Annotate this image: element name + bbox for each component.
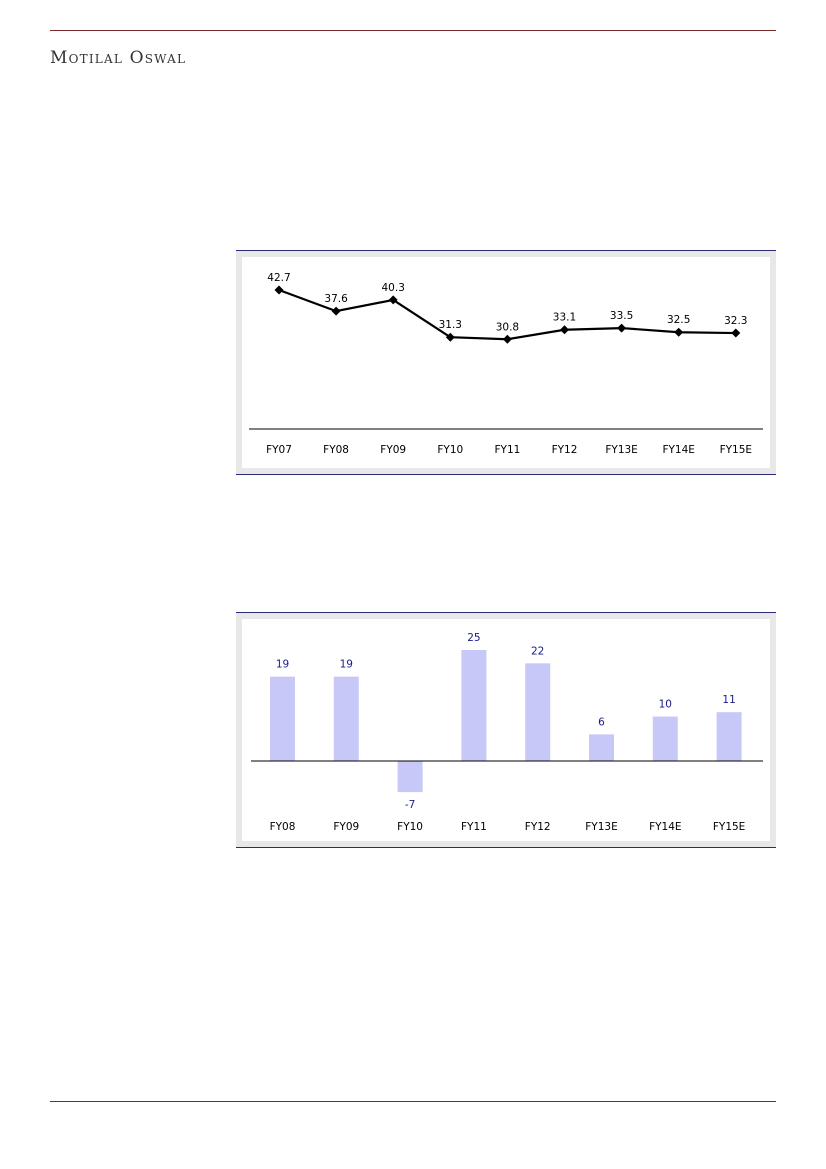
data-point-marker	[502, 334, 512, 344]
data-label: 6	[598, 716, 605, 728]
data-point-marker	[445, 332, 455, 342]
data-label: 31.3	[439, 319, 462, 331]
x-tick-label: FY07	[266, 444, 292, 456]
data-label: 25	[467, 632, 480, 644]
data-point-marker	[331, 306, 341, 316]
bar	[397, 761, 423, 793]
x-tick-label: FY12	[552, 444, 578, 456]
data-label: 19	[340, 659, 353, 671]
x-tick-label: FY15E	[713, 821, 745, 833]
x-tick-label: FY12	[525, 821, 551, 833]
bar-chart: 19 19 -7 25 22 6 10 11 FY08 FY09 FY10 FY11 FY12 FY13E…	[251, 632, 763, 833]
data-point-marker	[560, 325, 569, 335]
x-tick-label: FY09	[380, 444, 406, 456]
data-point-marker	[731, 328, 741, 338]
x-tick-label: FY10	[437, 444, 463, 456]
data-label: 10	[659, 699, 672, 711]
data-label: 30.8	[496, 321, 519, 333]
data-label: 40.3	[382, 282, 405, 294]
bar	[270, 676, 295, 761]
data-point-marker	[617, 323, 627, 333]
line-chart-panel: 42.7 37.6 40.3 31.3 30.8 33.1 33.5 32.5 32.3 FY07…	[236, 250, 776, 475]
data-label: -7	[405, 799, 415, 811]
brand-logo: Motilal Oswal	[50, 48, 187, 68]
bar	[461, 650, 487, 761]
x-tick-label: FY13E	[605, 444, 637, 456]
x-tick-label: FY08	[270, 821, 296, 833]
bar	[652, 716, 678, 761]
data-label: 37.6	[324, 293, 348, 305]
x-tick-label: FY11	[461, 821, 487, 833]
data-label: 11	[722, 694, 735, 706]
data-label: 33.5	[610, 310, 633, 322]
bar-chart-plot-area: 19 19 -7 25 22 6 10 11 FY08 FY09 FY10 FY11 FY12 FY13E…	[242, 619, 770, 841]
data-label: 32.5	[667, 314, 690, 326]
data-label: 22	[531, 645, 544, 657]
data-point-marker	[274, 285, 284, 295]
data-label: 32.3	[724, 315, 747, 327]
data-point-marker	[674, 327, 684, 337]
bar	[333, 676, 359, 761]
x-tick-label: FY09	[333, 821, 359, 833]
line-chart: 42.7 37.6 40.3 31.3 30.8 33.1 33.5 32.5 32.3 FY07…	[249, 272, 763, 456]
x-tick-label: FY08	[323, 444, 349, 456]
data-label: 33.1	[553, 312, 576, 324]
bar-chart-panel: 19 19 -7 25 22 6 10 11 FY08 FY09 FY10 FY11 FY12 FY13E…	[236, 612, 776, 848]
x-tick-label: FY11	[494, 444, 520, 456]
x-tick-label: FY15E	[720, 444, 752, 456]
footer-rule	[50, 1101, 776, 1102]
x-tick-label: FY14E	[662, 444, 694, 456]
bar	[525, 663, 551, 761]
x-tick-label: FY14E	[649, 821, 681, 833]
data-label: 19	[276, 659, 289, 671]
data-point-marker	[388, 295, 398, 305]
line-chart-plot-area: 42.7 37.6 40.3 31.3 30.8 33.1 33.5 32.5 32.3 FY07…	[242, 257, 770, 468]
data-label: 42.7	[267, 272, 290, 284]
header-rule	[50, 30, 776, 31]
x-tick-label: FY10	[397, 821, 423, 833]
bar	[589, 734, 614, 761]
x-tick-label: FY13E	[585, 821, 617, 833]
bar	[716, 712, 742, 761]
